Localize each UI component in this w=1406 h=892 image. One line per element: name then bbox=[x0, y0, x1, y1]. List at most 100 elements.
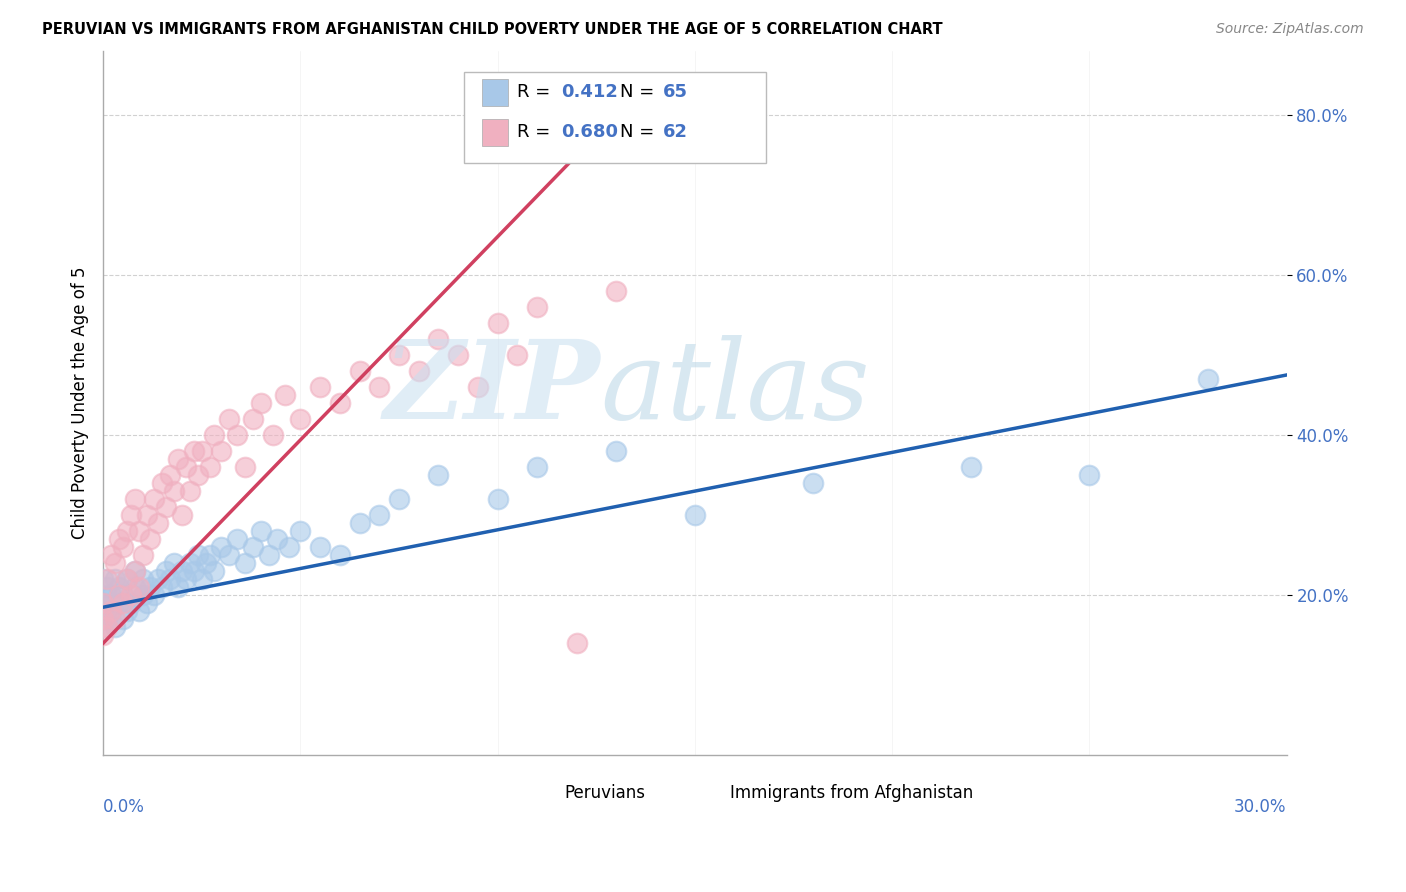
Point bbox=[108, 596, 131, 610]
Point bbox=[115, 604, 138, 618]
Point bbox=[408, 364, 430, 378]
Point bbox=[211, 540, 233, 554]
Point bbox=[174, 460, 197, 475]
Point bbox=[159, 572, 181, 586]
Point bbox=[91, 604, 114, 618]
Text: 30.0%: 30.0% bbox=[1234, 797, 1286, 815]
Point bbox=[96, 572, 118, 586]
Point bbox=[108, 580, 131, 594]
Y-axis label: Child Poverty Under the Age of 5: Child Poverty Under the Age of 5 bbox=[72, 267, 89, 540]
Point bbox=[226, 532, 249, 546]
Point bbox=[135, 508, 157, 522]
Point bbox=[139, 580, 162, 594]
Point bbox=[108, 532, 131, 546]
Point bbox=[565, 636, 588, 650]
Point bbox=[198, 460, 221, 475]
Point bbox=[131, 572, 153, 586]
Point bbox=[198, 548, 221, 562]
Point bbox=[91, 596, 114, 610]
Point bbox=[155, 564, 177, 578]
Point bbox=[163, 484, 186, 499]
Point bbox=[266, 532, 288, 546]
Point bbox=[486, 492, 509, 507]
Point bbox=[91, 628, 114, 642]
Point bbox=[91, 620, 114, 634]
Point bbox=[128, 580, 150, 594]
Point bbox=[100, 588, 122, 602]
Point bbox=[143, 492, 166, 507]
Point bbox=[801, 476, 824, 491]
Point bbox=[124, 564, 146, 578]
Point bbox=[233, 460, 256, 475]
Point bbox=[1078, 468, 1101, 483]
Point bbox=[218, 548, 240, 562]
Point bbox=[163, 556, 186, 570]
Point bbox=[194, 556, 217, 570]
Point bbox=[167, 580, 190, 594]
Point bbox=[211, 444, 233, 458]
Point bbox=[349, 364, 371, 378]
Point bbox=[349, 516, 371, 530]
Point bbox=[104, 612, 127, 626]
Point bbox=[309, 380, 332, 394]
Bar bbox=[482, 119, 508, 145]
Point bbox=[226, 428, 249, 442]
Point bbox=[250, 524, 273, 538]
Text: atlas: atlas bbox=[600, 335, 870, 442]
Text: 0.680: 0.680 bbox=[561, 123, 619, 141]
Text: ZIP: ZIP bbox=[384, 335, 600, 442]
Point bbox=[179, 484, 201, 499]
Point bbox=[506, 348, 529, 362]
Point bbox=[1197, 372, 1219, 386]
Point bbox=[187, 548, 209, 562]
Point bbox=[960, 460, 983, 475]
Point bbox=[277, 540, 299, 554]
Point bbox=[526, 300, 548, 314]
Point bbox=[218, 412, 240, 426]
Point bbox=[96, 580, 118, 594]
Point bbox=[91, 588, 114, 602]
Point bbox=[100, 604, 122, 618]
Point bbox=[309, 540, 332, 554]
Point bbox=[124, 492, 146, 507]
Text: 65: 65 bbox=[662, 83, 688, 101]
Point bbox=[202, 564, 225, 578]
Text: N =: N = bbox=[620, 83, 661, 101]
Point bbox=[104, 620, 127, 634]
Point bbox=[120, 596, 142, 610]
Text: Source: ZipAtlas.com: Source: ZipAtlas.com bbox=[1216, 22, 1364, 37]
Point bbox=[447, 348, 470, 362]
Point bbox=[131, 588, 153, 602]
Point bbox=[242, 412, 264, 426]
Point bbox=[128, 524, 150, 538]
Point bbox=[139, 532, 162, 546]
Point bbox=[388, 492, 411, 507]
Point bbox=[96, 620, 118, 634]
Text: 62: 62 bbox=[662, 123, 688, 141]
Point bbox=[111, 540, 134, 554]
Text: Peruvians: Peruvians bbox=[565, 784, 645, 803]
Text: 0.412: 0.412 bbox=[561, 83, 619, 101]
Point bbox=[250, 396, 273, 410]
Point bbox=[100, 548, 122, 562]
Point bbox=[388, 348, 411, 362]
Point bbox=[148, 516, 170, 530]
Point bbox=[233, 556, 256, 570]
Point bbox=[605, 444, 627, 458]
Point bbox=[150, 580, 173, 594]
Point bbox=[148, 572, 170, 586]
Point bbox=[427, 468, 450, 483]
Point bbox=[170, 564, 193, 578]
Point bbox=[124, 564, 146, 578]
Point bbox=[100, 604, 122, 618]
Point bbox=[329, 548, 352, 562]
Point bbox=[115, 572, 138, 586]
Point bbox=[242, 540, 264, 554]
Point bbox=[368, 508, 391, 522]
Point bbox=[111, 588, 134, 602]
Point bbox=[526, 460, 548, 475]
Text: PERUVIAN VS IMMIGRANTS FROM AFGHANISTAN CHILD POVERTY UNDER THE AGE OF 5 CORRELA: PERUVIAN VS IMMIGRANTS FROM AFGHANISTAN … bbox=[42, 22, 943, 37]
Point bbox=[128, 604, 150, 618]
Point bbox=[427, 332, 450, 346]
Point bbox=[486, 316, 509, 330]
